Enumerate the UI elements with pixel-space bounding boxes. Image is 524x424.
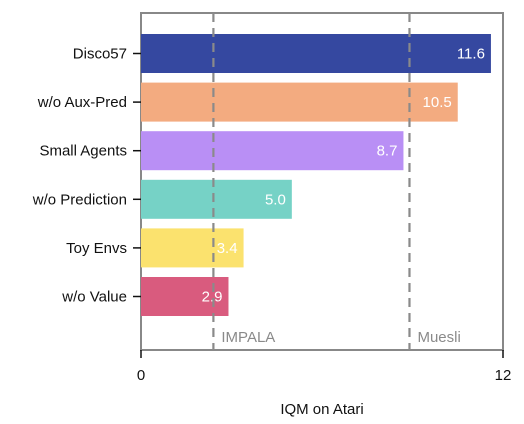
value-label-3: 5.0 <box>265 191 286 208</box>
bars-group <box>141 34 491 316</box>
y-tick-label-4: Toy Envs <box>66 240 127 257</box>
x-axis-ticks: 0 12 <box>137 350 512 384</box>
value-label-1: 10.5 <box>423 94 452 111</box>
y-tick-label-1: w/o Aux-Pred <box>37 94 127 111</box>
y-axis-ticks: Disco57 w/o Aux-Pred Small Agents w/o Predi… <box>32 46 141 306</box>
bar-0 <box>141 34 491 73</box>
reference-label-impala: IMPALA <box>221 329 275 346</box>
bar-1 <box>141 82 458 122</box>
reference-label-muesli: Muesli <box>417 329 460 346</box>
bar-3 <box>141 179 292 219</box>
value-label-4: 3.4 <box>217 240 238 257</box>
value-label-2: 8.7 <box>377 143 398 160</box>
y-tick-label-0: Disco57 <box>73 46 127 63</box>
x-tick-label-0: 0 <box>137 367 145 384</box>
y-tick-label-2: Small Agents <box>39 143 127 160</box>
y-tick-label-5: w/o Value <box>61 289 127 306</box>
reference-lines-group: IMPALA Muesli <box>212 13 461 350</box>
value-label-5: 2.9 <box>202 289 223 306</box>
value-label-0: 11.6 <box>457 46 485 63</box>
bar-4 <box>141 228 244 268</box>
x-tick-label-1: 12 <box>495 367 512 384</box>
y-tick-label-3: w/o Prediction <box>32 191 127 208</box>
x-axis-title: IQM on Atari <box>280 401 363 418</box>
bar-2 <box>141 131 404 171</box>
value-labels-group: 11.6 10.5 8.7 5.0 3.4 2.9 <box>202 46 485 306</box>
